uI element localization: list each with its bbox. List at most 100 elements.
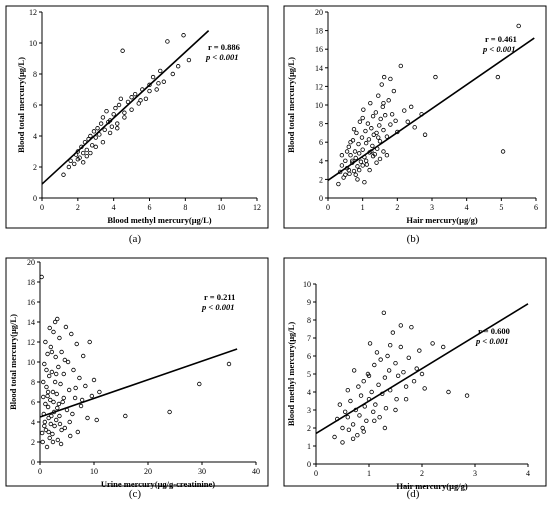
data-point [340, 425, 345, 431]
data-point [346, 167, 351, 173]
data-point [109, 124, 115, 129]
data-point [45, 351, 50, 357]
data-point [107, 130, 113, 136]
chart-d-frame [283, 257, 547, 487]
data-point [156, 81, 161, 86]
y-tick-label: 18 [315, 27, 323, 36]
data-point [72, 161, 77, 167]
data-point [377, 139, 383, 144]
data-point [384, 134, 390, 139]
data-point [62, 425, 68, 431]
data-point [113, 105, 118, 111]
data-point [115, 126, 120, 131]
data-point [339, 163, 345, 168]
data-point [363, 158, 369, 163]
data-point [377, 414, 382, 420]
data-point [57, 335, 62, 341]
data-point [44, 367, 49, 373]
data-point [373, 110, 379, 115]
data-point [44, 384, 49, 390]
data-point [66, 164, 72, 170]
y-tick-label: 16 [27, 298, 35, 307]
data-point [388, 122, 393, 127]
data-point [376, 135, 381, 140]
data-point [91, 377, 97, 383]
y-axis-label: Blood methyl mercury(μg/L) [286, 322, 296, 426]
data-point [54, 371, 59, 377]
y-axis-label: Blood total mercury(μg/L) [8, 314, 18, 410]
data-point [388, 76, 393, 82]
data-point [348, 153, 353, 158]
data-point [47, 435, 52, 441]
data-point [440, 344, 446, 350]
data-point [344, 149, 350, 154]
data-point [77, 375, 82, 381]
data-point [65, 359, 71, 365]
x-tick-label: 1 [361, 203, 365, 212]
data-point [381, 127, 386, 133]
data-point [351, 126, 357, 132]
data-point [398, 63, 403, 69]
x-tick-label: 2 [420, 469, 424, 478]
data-point [360, 425, 365, 431]
x-tick-label: 0 [38, 467, 42, 476]
data-point [55, 316, 60, 322]
data-point [398, 323, 403, 328]
data-point [377, 123, 382, 128]
y-tick-label: 2 [33, 163, 37, 172]
y-tick-label: 0 [319, 194, 323, 203]
data-point [370, 143, 375, 149]
y-tick-label: 2 [307, 424, 311, 433]
data-point [446, 389, 451, 395]
data-point [343, 158, 348, 163]
y-tick-label: 8 [31, 378, 35, 387]
data-point [42, 423, 47, 429]
data-point [406, 355, 411, 360]
data-point [393, 407, 398, 413]
chart-d-svg: 0 1 2 3 4 0 1 2 3 4 5 6 7 8 9 10 Hair mercury(μg/g) Blood… [283, 257, 547, 491]
data-point [91, 129, 97, 134]
data-point [39, 430, 45, 436]
regression-line [41, 30, 210, 185]
data-point [403, 384, 409, 389]
x-tick-label: 10 [217, 203, 225, 212]
chart-b-frame [283, 5, 547, 229]
data-point [356, 167, 362, 173]
data-point [61, 172, 66, 177]
data-point [147, 82, 152, 88]
y-tick-label: 10 [29, 39, 37, 48]
r-value-label: r = 0.886 [208, 42, 240, 52]
data-point [46, 373, 52, 379]
r-value-label: r = 0.600 [478, 326, 510, 336]
data-point [367, 167, 372, 173]
x-tick-label: 8 [183, 203, 187, 212]
data-point [376, 382, 381, 387]
data-point [386, 98, 391, 103]
chart-c-svg: 0 10 20 30 40 0 2 4 6 8 10 12 14 16 18 20 Urine mercury(… [5, 257, 269, 489]
data-point [46, 415, 51, 421]
x-tick-label: 3 [473, 469, 477, 478]
data-point [380, 104, 385, 110]
y-tick-label: 6 [319, 138, 323, 147]
y-tick-label: 20 [315, 8, 323, 17]
data-point [60, 399, 65, 405]
x-tick-label: 0 [326, 203, 330, 212]
data-point [39, 274, 44, 280]
data-point [365, 121, 371, 126]
chart-panel-d: 0 1 2 3 4 0 1 2 3 4 5 6 7 8 9 10 Hair mercury(μg/g) Blood… [278, 252, 548, 502]
y-tick-label: 0 [31, 458, 35, 467]
data-point [158, 68, 163, 74]
y-tick-label: 2 [319, 175, 323, 184]
data-point [41, 379, 46, 385]
p-value-label: p < 0.001 [475, 336, 508, 346]
data-point [332, 434, 337, 440]
data-point [181, 33, 186, 38]
data-point [129, 107, 134, 112]
data-point [351, 368, 357, 373]
data-point [360, 163, 365, 168]
data-point [84, 147, 89, 153]
data-point [361, 107, 366, 112]
data-point [81, 150, 86, 156]
data-point [372, 362, 377, 368]
data-point [138, 98, 143, 103]
